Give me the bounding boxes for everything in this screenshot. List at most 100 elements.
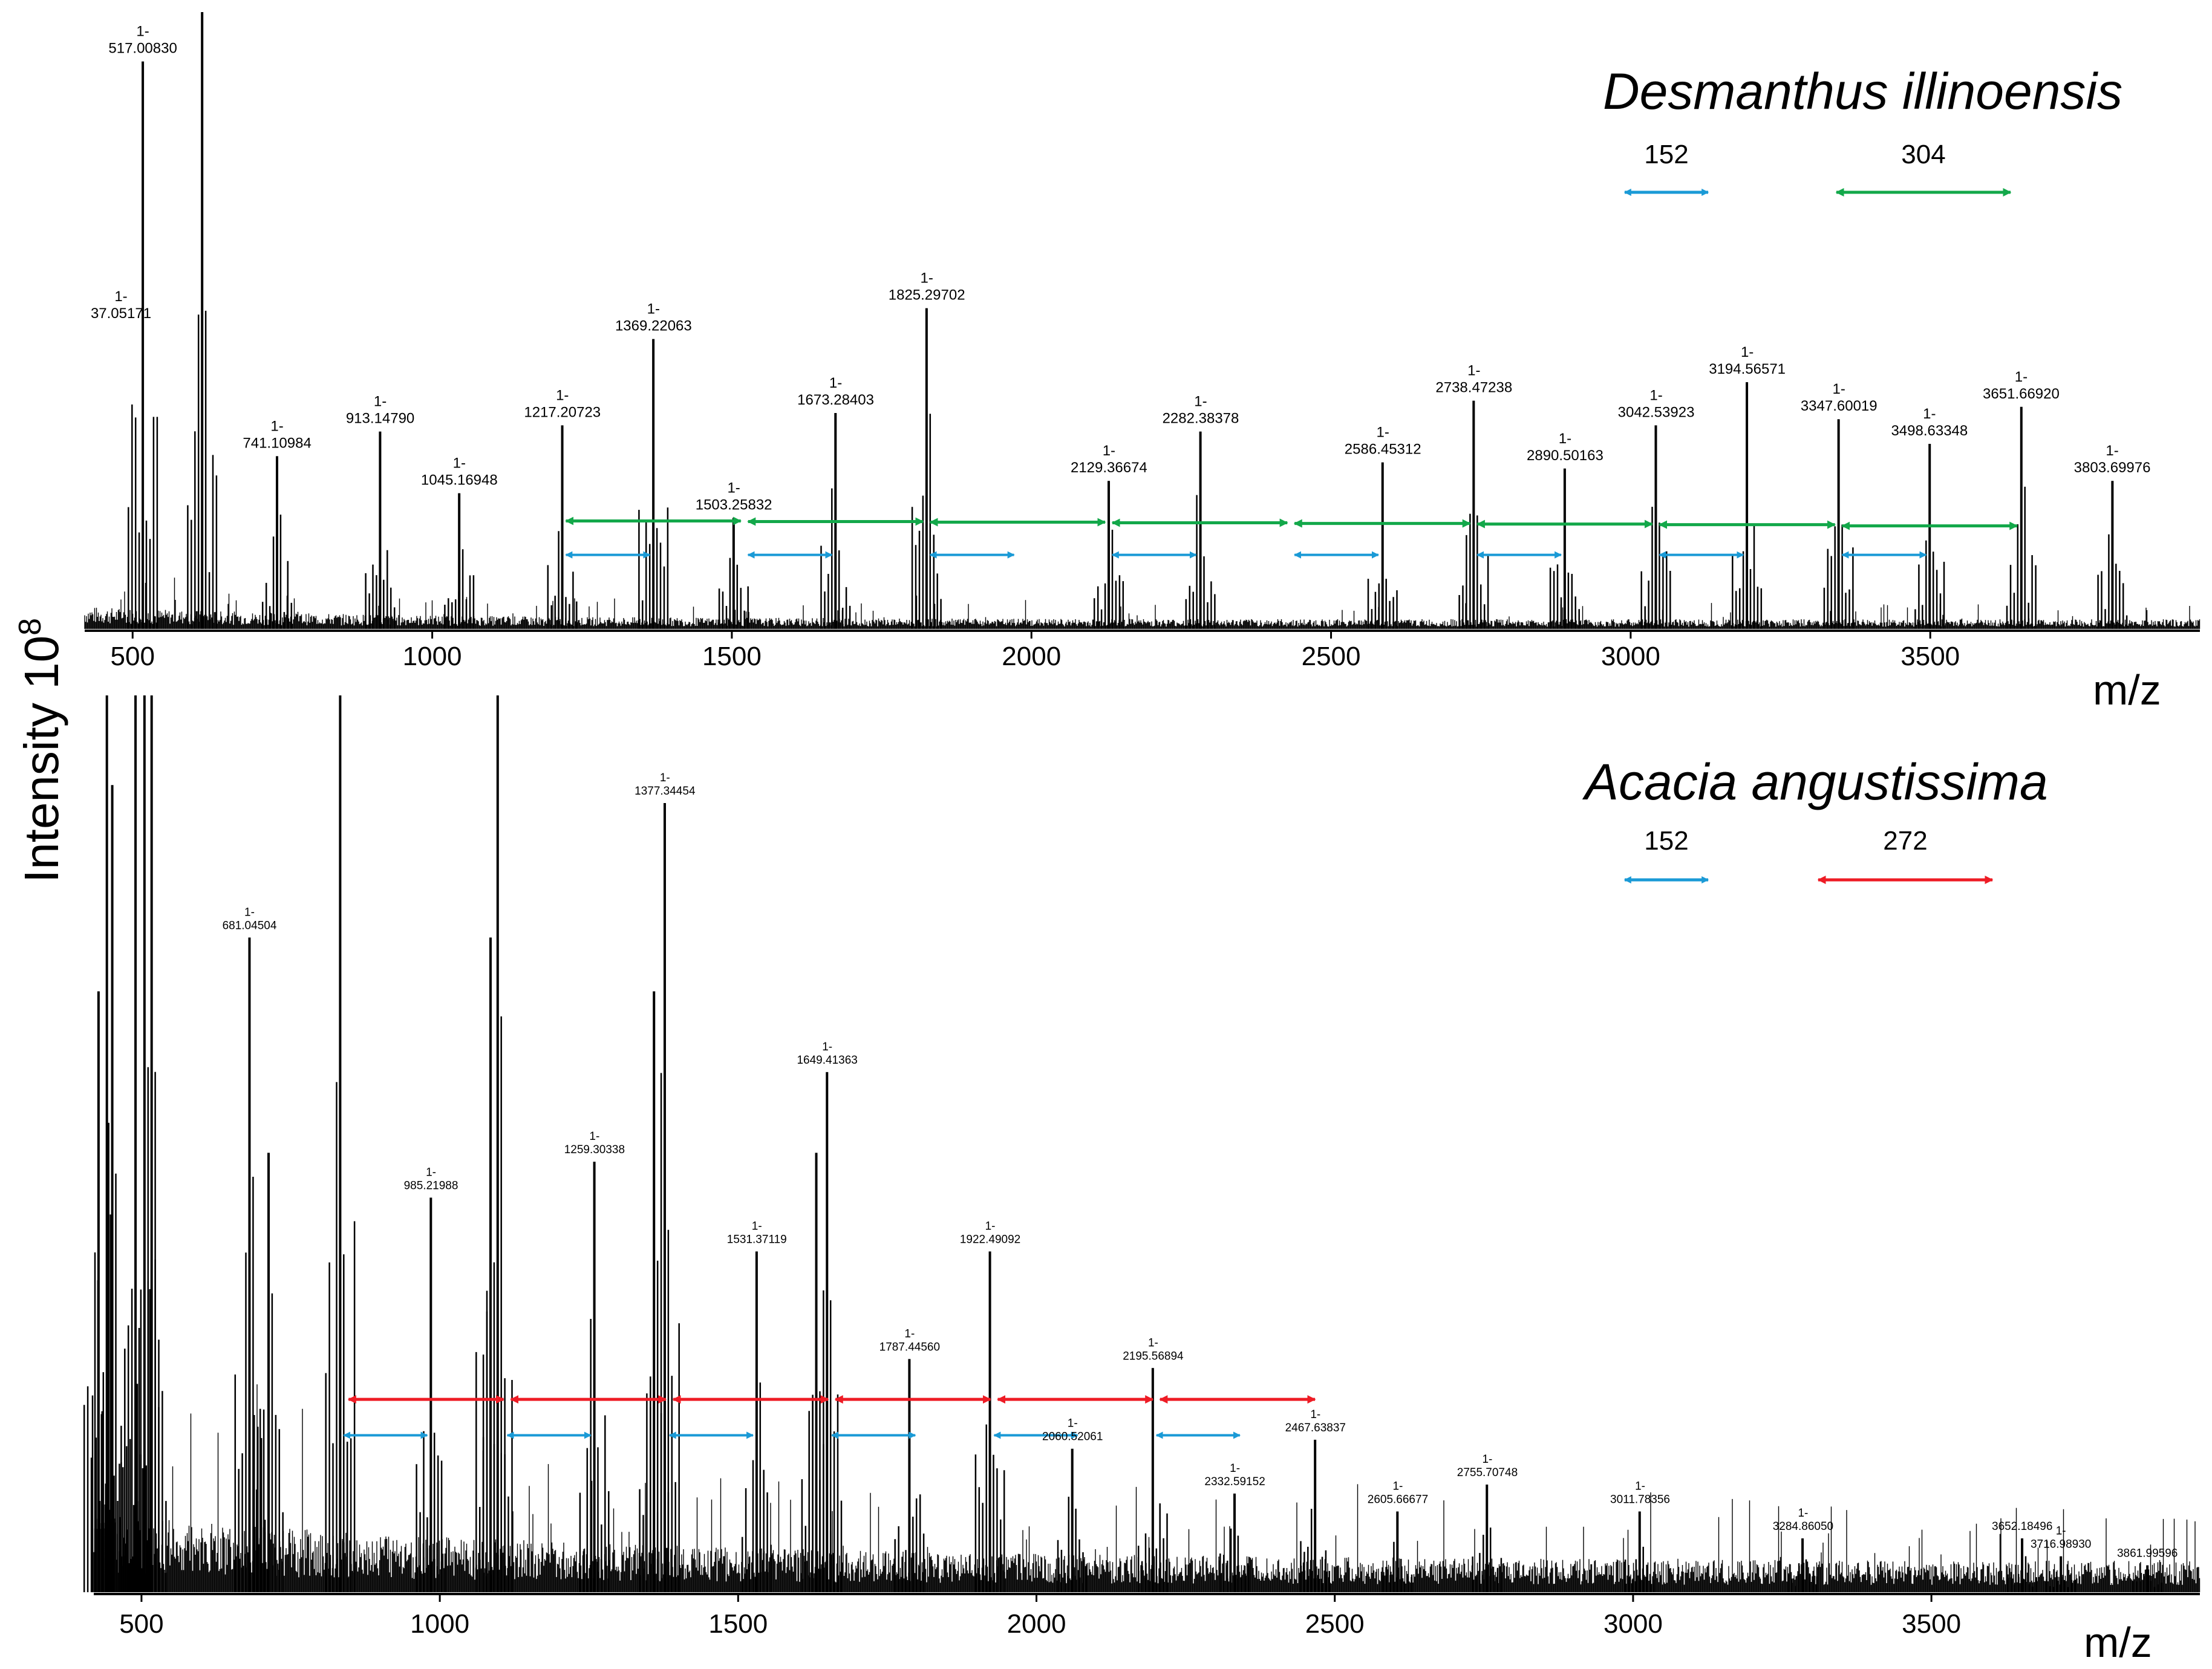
x-axis-label: m/z [2093, 666, 2161, 714]
peak-cluster [2132, 1565, 2163, 1592]
x-tick-label: 2000 [1007, 1609, 1066, 1639]
peak-cluster [91, 695, 122, 1592]
peak-label-prefix: 1- [1230, 1462, 1240, 1475]
peak-label-prefix: 1- [136, 24, 149, 40]
peak-cluster [974, 1251, 1005, 1592]
peak-label: 1-1922.49092 [960, 1220, 1020, 1246]
peak-label: 1-2586.45312 [1345, 425, 1421, 458]
peak-label: 1-1649.41363 [797, 1041, 857, 1067]
noise-trace [84, 577, 2201, 629]
peak-label: 1-1377.34454 [635, 772, 696, 798]
peak-label-prefix: 1- [1798, 1507, 1808, 1520]
x-tick-label: 500 [111, 642, 155, 671]
peak-label: 1-913.14790 [346, 394, 414, 427]
peak-label: 1-517.00830 [108, 24, 177, 57]
peak-label-prefix: 1- [453, 455, 466, 472]
peak-label: 1-2282.38378 [1163, 394, 1239, 427]
acacia-panel: Acacia angustissima 500 1000 1500 2000 2500 3… [83, 695, 2201, 1666]
x-tick-label: 2500 [1305, 1609, 1365, 1639]
peak-cluster [482, 695, 513, 1592]
peak-label-prefix: 1- [2015, 369, 2028, 385]
peak-label: 1-1503.25832 [696, 480, 772, 513]
peak-label-mz: 2332.59152 [1204, 1475, 1265, 1488]
peak-label-mz: 1787.44560 [879, 1341, 940, 1353]
peak-label-mz: 1369.22063 [615, 318, 692, 334]
legend-label: 152 [1644, 826, 1688, 856]
x-tick-label: 1000 [403, 642, 462, 671]
peak-cluster [1624, 1511, 1655, 1592]
peak-label-prefix: 1- [114, 288, 127, 305]
peak-label-mz: 37.05171 [91, 305, 151, 322]
peak-label-mz: 3347.60019 [1801, 398, 1878, 414]
panel-title-desmanthus: Desmanthus illinoensis [1603, 63, 2122, 120]
peak-label-mz: 3861.99596 [2117, 1547, 2178, 1560]
acacia-legend: 152 272 [1623, 826, 1994, 884]
peak-label-prefix: 1- [1103, 443, 1115, 459]
peak-label-prefix: 1- [2056, 1525, 2066, 1538]
peak-cluster [234, 937, 265, 1592]
peak-cluster [741, 1251, 772, 1592]
legend-entry-blue: 152 [1623, 140, 1709, 196]
peak-label-prefix: 1- [1559, 431, 1571, 447]
peak-cluster [911, 308, 942, 629]
y-axis-exponent-base: 10 [15, 636, 68, 689]
peak-cluster [1549, 468, 1580, 629]
peak-label-mz: 1673.28403 [797, 392, 874, 408]
peak-cluster [1458, 400, 1489, 629]
peak-cluster [120, 695, 151, 1592]
peak-cluster [97, 785, 128, 1592]
peak-label-mz: 3651.66920 [1983, 386, 2060, 402]
peak-label-mz: 517.00830 [108, 41, 177, 57]
peak-label: 3652.18496 [1992, 1520, 2052, 1533]
peak-label: 1-1825.29702 [889, 270, 965, 304]
peak-label-prefix: 1- [2106, 443, 2118, 459]
peak-label-mz: 1259.30338 [564, 1144, 625, 1156]
peak-label-prefix: 1- [374, 394, 387, 410]
peak-label-prefix: 1- [727, 480, 740, 496]
y-axis-label-text: Intensity [15, 703, 68, 883]
peak-cluster [1914, 444, 1945, 629]
peak-label-prefix: 1- [1741, 344, 1754, 360]
peak-cluster [1300, 1439, 1331, 1592]
peak-label-mz: 1377.34454 [635, 785, 696, 798]
peak-label-prefix: 1- [1194, 394, 1207, 410]
y-axis-label: Intensity 108 [13, 618, 68, 883]
peak-label: 1-1787.44560 [879, 1327, 940, 1353]
peak-label: 1-985.21988 [404, 1166, 458, 1192]
peak-cluster [650, 802, 680, 1592]
peak-cluster [416, 1197, 446, 1592]
legend-label: 304 [1901, 140, 1945, 169]
peak-label: 1-1531.37119 [727, 1220, 787, 1246]
peak-cluster [365, 431, 396, 629]
peak-label-mz: 1922.49092 [960, 1233, 1020, 1246]
peak-cluster [812, 1072, 843, 1592]
peak-label-mz: 2890.50163 [1527, 447, 1604, 464]
acacia-arrows [343, 1395, 1316, 1439]
peak-cluster [1185, 431, 1216, 629]
peak-label-prefix: 1- [1310, 1408, 1320, 1421]
peak-label-prefix: 1- [1482, 1453, 1492, 1466]
peak-label-mz: 3716.98930 [2031, 1538, 2091, 1551]
peak-label-mz: 3652.18496 [1992, 1520, 2052, 1533]
peak-label-mz: 913.14790 [346, 411, 414, 427]
peak-cluster [2097, 481, 2128, 629]
peak-label-mz: 1217.20723 [524, 404, 601, 420]
peak-label-prefix: 1- [829, 375, 842, 391]
x-axis-ticks: 500 1000 1500 2000 2500 3000 3500 [119, 1593, 1961, 1639]
peak-label: 1-3194.56571 [1709, 344, 1786, 377]
peak-label-mz: 3803.69976 [2074, 460, 2151, 476]
desmanthus-spectrum-trace [84, 12, 2201, 629]
peak-label-prefix: 1- [920, 270, 933, 287]
x-axis-ticks: 500 1000 1500 2000 2500 3000 3500 [111, 630, 1960, 671]
desmanthus-legend: 152 304 [1623, 140, 2012, 197]
peak-cluster [136, 695, 167, 1592]
legend-entry-red: 272 [1817, 826, 1994, 884]
peak-label: 1-2332.59152 [1204, 1462, 1265, 1488]
legend-label: 272 [1883, 826, 1927, 856]
legend-label: 152 [1644, 140, 1688, 169]
peak-label-prefix: 1- [1377, 425, 1389, 441]
peak-label-mz: 1649.41363 [797, 1054, 857, 1067]
peak-cluster [187, 12, 218, 629]
peak-label: 1-3716.98930 [2031, 1525, 2091, 1551]
